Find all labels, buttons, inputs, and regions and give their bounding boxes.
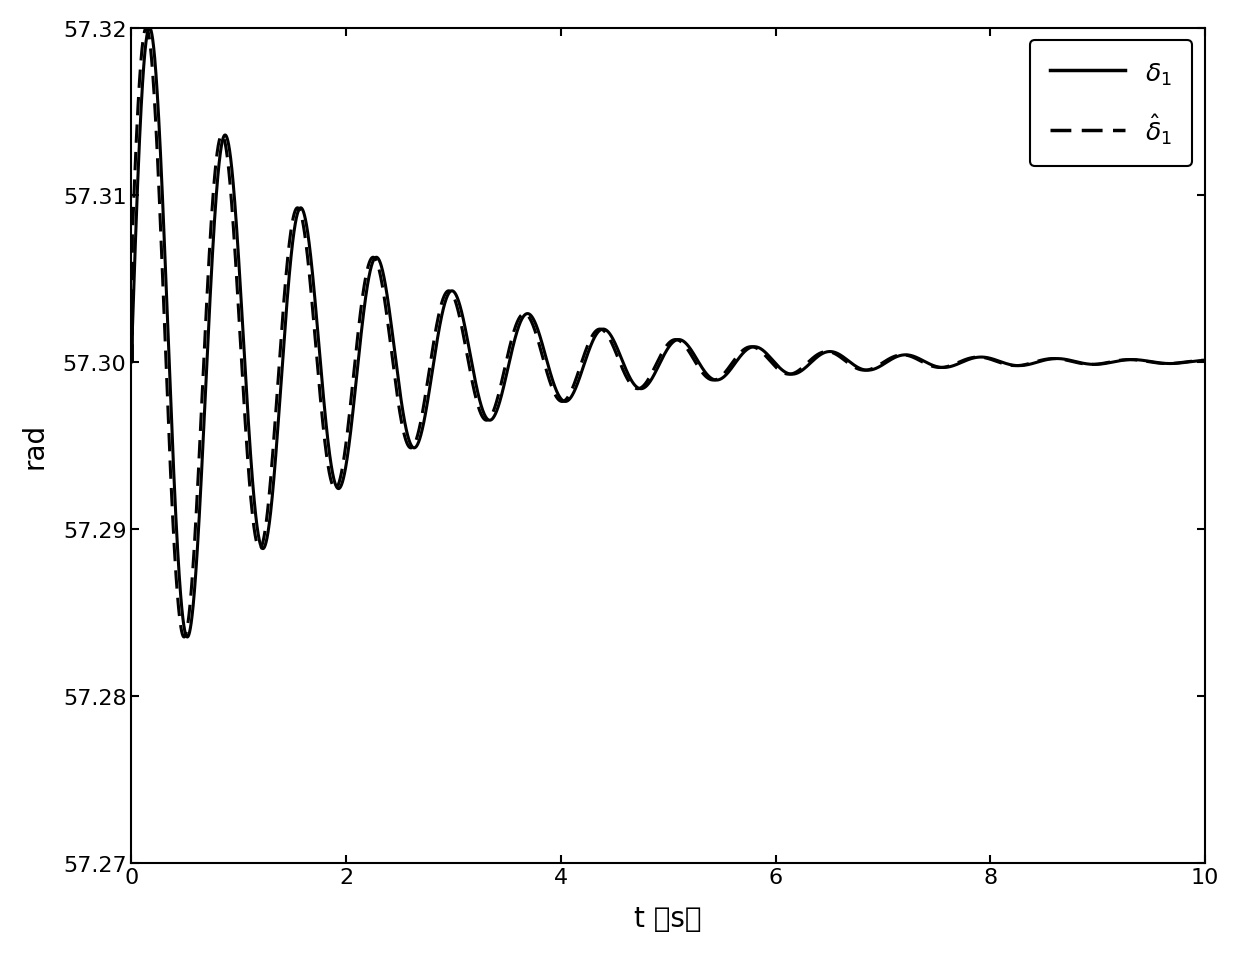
line1 — [180, 632, 195, 643]
line1 — [920, 357, 935, 369]
line2 — [977, 353, 992, 364]
line1 — [513, 317, 528, 329]
Line: line2: line2 — [131, 29, 1205, 638]
line1 — [143, 23, 157, 34]
line2 — [179, 630, 193, 641]
Y-axis label: rad: rad — [21, 423, 48, 469]
line1 — [977, 353, 992, 364]
line2 — [139, 23, 154, 34]
X-axis label: t （s）: t （s） — [635, 904, 702, 932]
line2 — [759, 353, 774, 364]
line2 — [920, 359, 935, 371]
Line: line1: line1 — [131, 29, 1205, 638]
line2 — [176, 632, 191, 643]
line2 — [1198, 355, 1213, 367]
line1 — [806, 355, 821, 366]
line2 — [513, 312, 528, 323]
Legend: $\delta_1$, $\hat{\delta}_1$: $\delta_1$, $\hat{\delta}_1$ — [1030, 41, 1193, 167]
line1 — [179, 628, 193, 639]
line2 — [806, 352, 821, 363]
line2 — [124, 356, 139, 368]
line1 — [124, 356, 139, 368]
line1 — [1198, 355, 1213, 367]
line1 — [759, 349, 774, 360]
